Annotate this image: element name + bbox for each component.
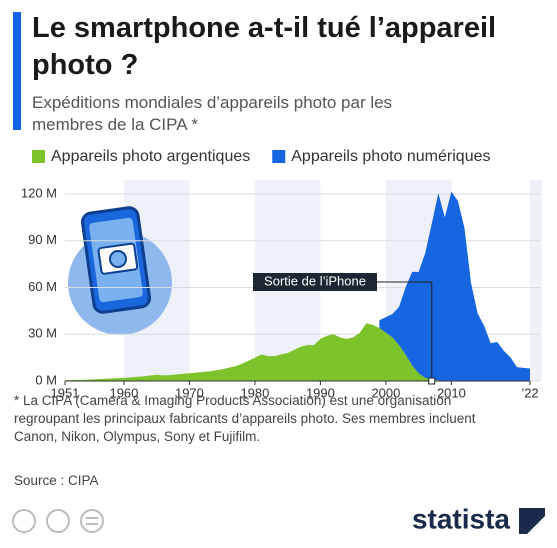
brand: statista <box>412 503 510 534</box>
note: * La CIPA (Camera & Imaging Products Ass… <box>14 393 476 444</box>
legend-label: Appareils photo argentiques <box>51 148 250 165</box>
plot: Appareils photo argentiques Appareils pho… <box>21 148 540 400</box>
x-tick-label: 2000 <box>371 385 400 400</box>
license-icons <box>12 508 545 534</box>
x-tick-label: 1960 <box>109 385 138 400</box>
y-tick-label: 60 M <box>28 279 57 294</box>
x-tick-label: 1990 <box>306 385 335 400</box>
y-tick-label: 30 M <box>28 326 57 341</box>
x-tick-label: 1970 <box>175 385 204 400</box>
area <box>65 323 530 381</box>
y-tick-label: 120 M <box>21 185 57 200</box>
y-tick-label: 0 M <box>35 372 57 387</box>
annotation-marker <box>428 377 436 385</box>
phone-illustration <box>68 206 172 335</box>
chart-subtitle: Expéditions mondiales d’appareils photo … <box>32 93 393 134</box>
x-tick-label: ’22 <box>521 385 538 400</box>
area <box>379 191 530 381</box>
annotation-box <box>253 273 377 291</box>
x-tick-label: 1951 <box>51 385 80 400</box>
legend-label: Appareils photo numériques <box>291 148 490 165</box>
legend-swatch <box>272 150 286 163</box>
x-tick-label: 1980 <box>240 385 269 400</box>
band <box>530 180 542 381</box>
accent-bar <box>13 12 21 130</box>
legend-swatch <box>32 150 45 163</box>
chart-title: Le smartphone a-t-il tué l’appareil phot… <box>32 12 497 81</box>
y-tick-label: 90 M <box>28 232 57 247</box>
source: Source : CIPA <box>14 473 99 488</box>
x-tick-label: 2010 <box>437 385 466 400</box>
annotation-label: Sortie de l’iPhone <box>264 273 366 288</box>
